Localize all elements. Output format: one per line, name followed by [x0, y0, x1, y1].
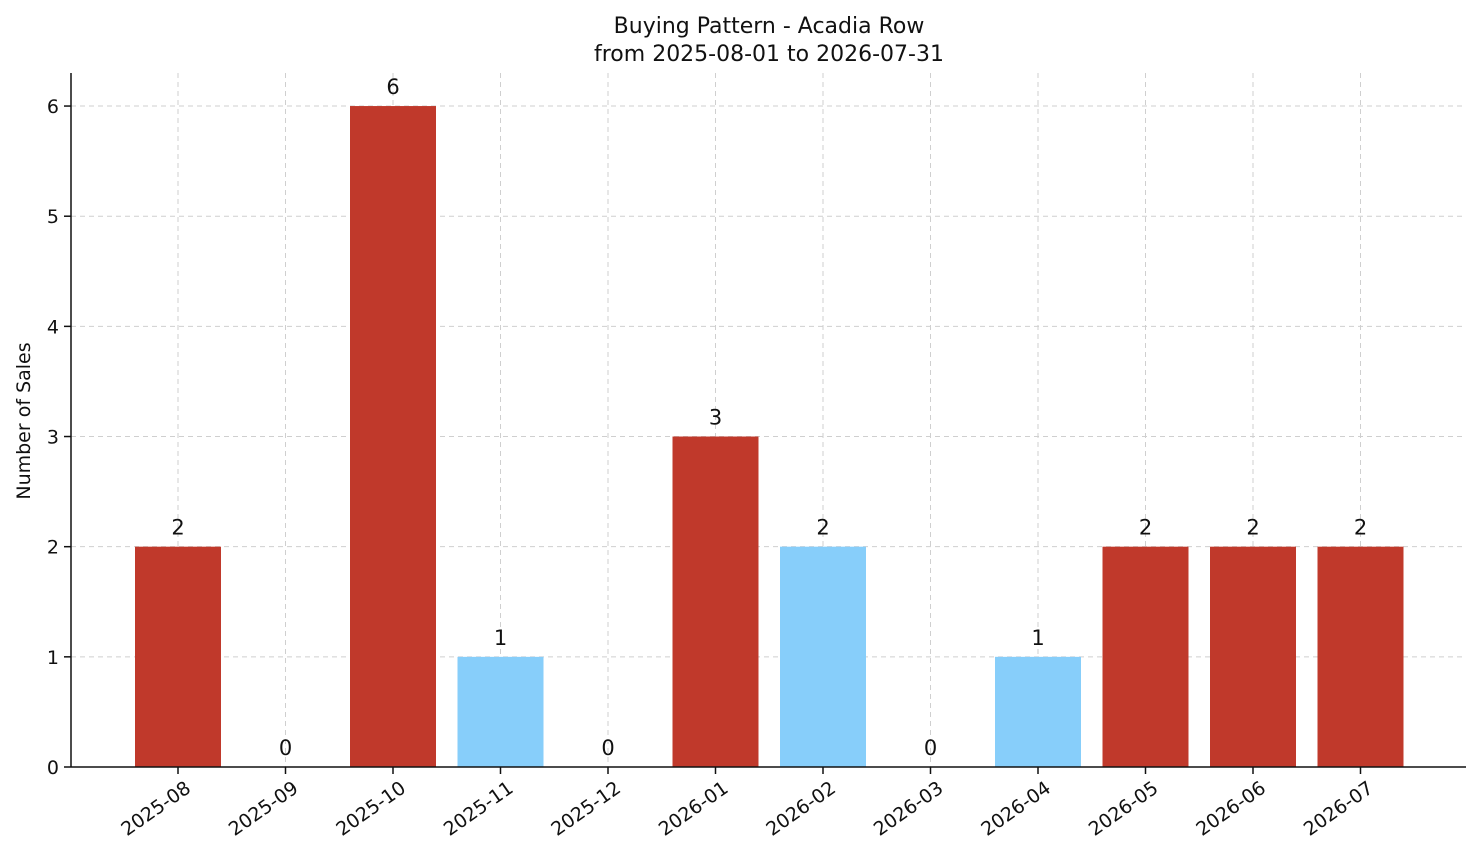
y-tick-label: 5	[47, 206, 59, 228]
x-tick-label: 2026-06	[1192, 777, 1270, 841]
bar-2025-10	[350, 106, 436, 768]
y-tick-label: 1	[47, 647, 59, 669]
x-tick-label: 2025-11	[440, 777, 518, 841]
x-tick-label: 2026-07	[1300, 777, 1378, 841]
x-tick-label: 2026-05	[1085, 777, 1163, 841]
y-tick-label: 3	[47, 427, 59, 449]
data-label-2026-07: 2	[1354, 516, 1367, 540]
data-label-2025-09: 0	[279, 736, 292, 760]
bar-2026-05	[1102, 546, 1189, 767]
data-label-2025-11: 1	[494, 626, 507, 650]
bar-2025-08	[135, 546, 221, 767]
data-label-2026-05: 2	[1139, 516, 1152, 540]
data-label-2025-12: 0	[601, 736, 614, 760]
data-label-2026-06: 2	[1246, 516, 1259, 540]
data-label-2026-02: 2	[816, 516, 829, 540]
data-label-2025-10: 6	[386, 75, 399, 99]
x-tick-label: 2025-10	[332, 777, 410, 841]
x-tick-label: 2026-02	[762, 777, 840, 841]
bar-2026-07	[1317, 546, 1404, 767]
y-tick-label: 0	[47, 757, 59, 779]
data-label-2026-04: 1	[1031, 626, 1044, 650]
y-tick-label: 6	[47, 96, 59, 118]
axes	[64, 73, 1466, 774]
y-tick-label: 2	[47, 537, 59, 559]
bar-2026-04	[995, 656, 1081, 767]
x-tick-label: 2025-12	[547, 777, 625, 841]
y-tick-label: 4	[47, 316, 59, 338]
x-tick-label: 2026-01	[655, 777, 733, 841]
x-tick-label: 2026-04	[977, 777, 1055, 841]
bar-2026-02	[780, 546, 866, 767]
x-tick-label: 2026-03	[870, 777, 948, 841]
chart-subtitle: from 2025-08-01 to 2026-07-31	[594, 42, 944, 67]
x-tick-label: 2025-09	[225, 777, 303, 841]
bar-2025-11	[457, 656, 544, 767]
bars	[135, 106, 1404, 768]
y-axis-label: Number of Sales	[13, 342, 35, 499]
bar-2026-06	[1210, 546, 1296, 767]
data-label-2026-03: 0	[924, 736, 937, 760]
data-label-2025-08: 2	[171, 516, 184, 540]
data-label-2026-01: 3	[709, 406, 722, 430]
x-tick-label: 2025-08	[117, 777, 195, 841]
chart-title: Buying Pattern - Acadia Row	[614, 14, 925, 39]
bar-2026-01	[672, 436, 759, 767]
